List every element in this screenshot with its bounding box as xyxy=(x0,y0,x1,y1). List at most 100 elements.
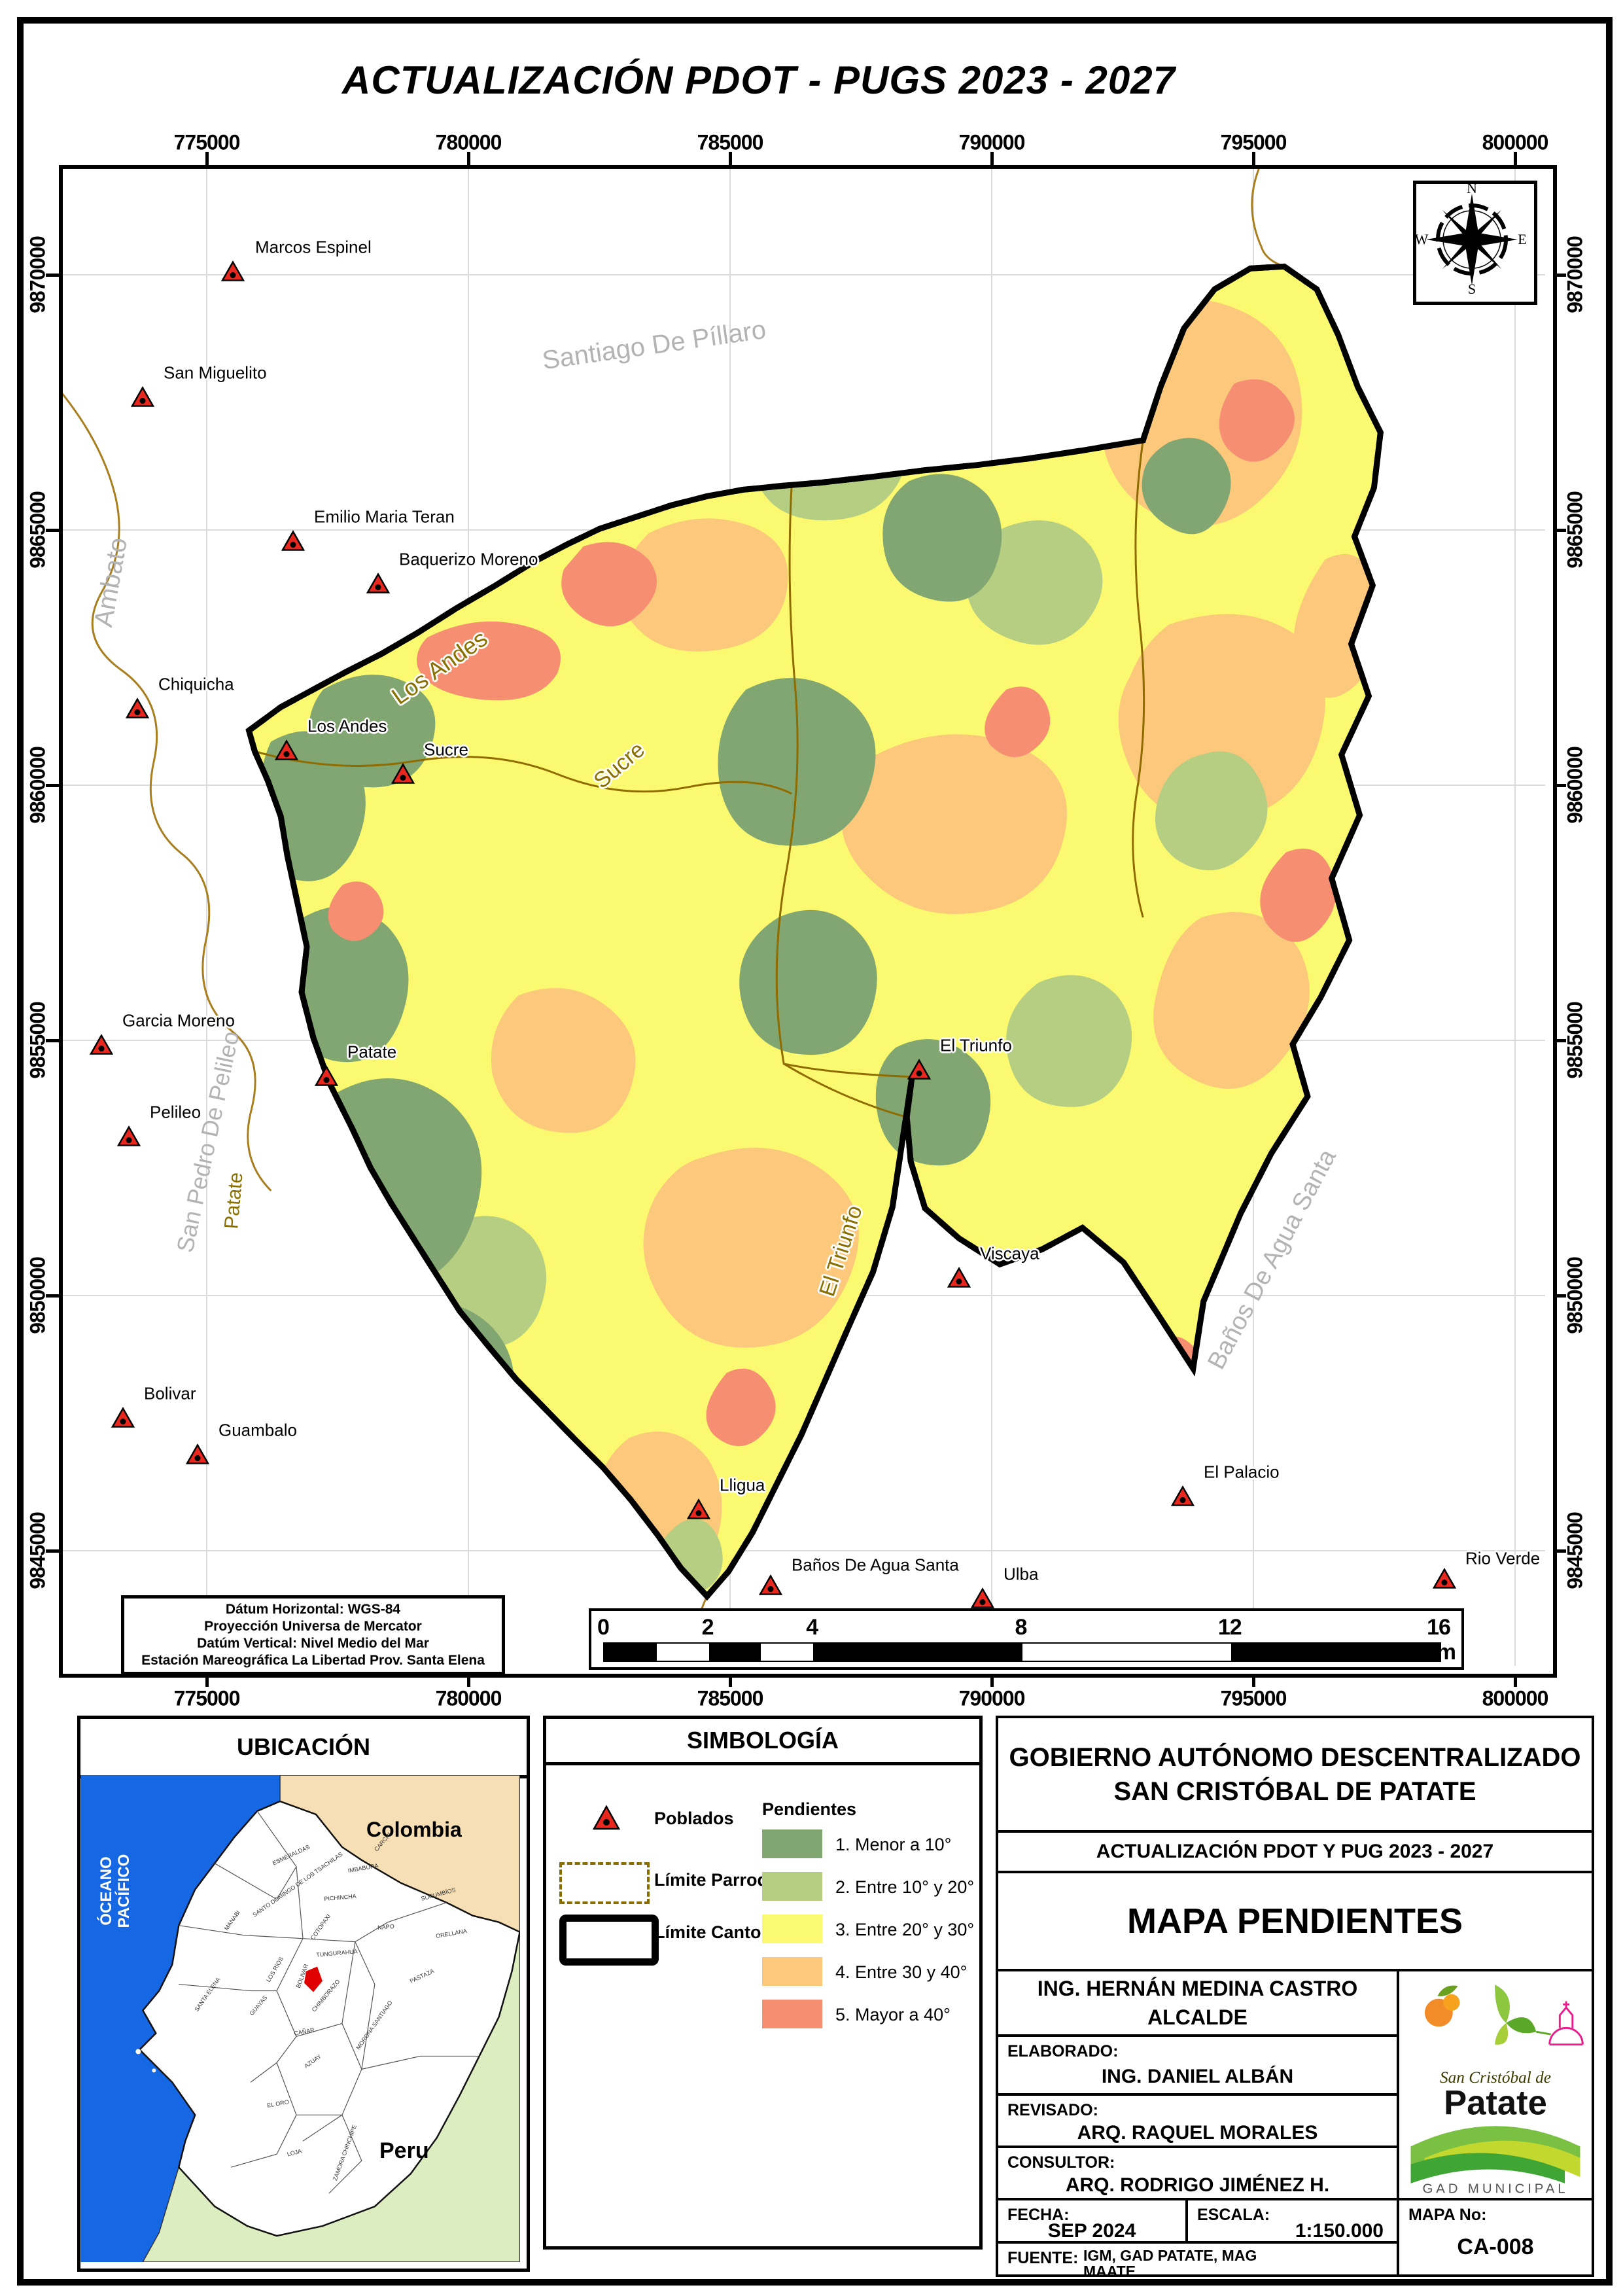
y-axis-label: 9845000 xyxy=(1563,1512,1587,1589)
poblado-label: Patate xyxy=(347,1042,397,1062)
poblado-marker-icon xyxy=(274,739,299,764)
poblado-marker-icon xyxy=(89,1034,114,1059)
titleblock-map-title: MAPA PENDIENTES xyxy=(996,1871,1594,1971)
grid-line-horizontal xyxy=(63,274,1545,275)
titleblock-consultor: CONSULTOR: ARQ. RODRIGO JIMÉNEZ H. xyxy=(996,2146,1399,2200)
logo-script-text: San Cristóbal de xyxy=(1440,2068,1551,2087)
titleblock-mayor: ING. HERNÁN MEDINA CASTRO ALCALDE xyxy=(996,1969,1399,2037)
titleblock-revisado: REVISADO: ARQ. RAQUEL MORALES xyxy=(996,2093,1399,2148)
scale-bar-segment xyxy=(656,1644,709,1661)
logo-church-icon xyxy=(1548,2001,1584,2046)
y-axis-label: 9845000 xyxy=(26,1512,50,1589)
x-axis-label: 790000 xyxy=(958,1686,1026,1710)
scale-bar-segment xyxy=(708,1644,761,1661)
scale-tick-label: 0 xyxy=(597,1615,610,1640)
scale-tick-label: 4 xyxy=(806,1615,818,1640)
x-axis-label: 775000 xyxy=(173,130,241,154)
y-axis-label: 9860000 xyxy=(26,747,50,824)
ocean-label: ÓCEANO PACÍFICO xyxy=(97,1854,133,1928)
poblado-label: Los Andes xyxy=(307,716,387,736)
poblado-marker-icon xyxy=(130,386,155,411)
poblados-icon xyxy=(592,1805,621,1834)
scale-tick-label: 12 xyxy=(1217,1615,1242,1640)
poblado-marker-icon xyxy=(970,1587,995,1612)
scale-bar: km 0 2 4 8 12 16 xyxy=(589,1608,1464,1670)
pendientes-class-swatch xyxy=(762,1829,822,1858)
poblado-label: Garcia Moreno xyxy=(122,1010,235,1031)
poblado-label: Marcos Espinel xyxy=(255,237,372,257)
axis-tick xyxy=(990,152,994,165)
poblado-marker-icon xyxy=(907,1059,932,1084)
poblado-label: Rio Verde xyxy=(1465,1548,1541,1568)
neighbor-boundary-line xyxy=(63,393,272,1192)
logo-hummingbird-icon xyxy=(1495,1985,1551,2045)
axis-tick xyxy=(46,1549,59,1553)
x-axis-label: 795000 xyxy=(1220,1686,1287,1710)
axis-tick xyxy=(1553,274,1566,277)
poblados-label: Poblados xyxy=(654,1809,734,1828)
x-axis-label: 780000 xyxy=(435,1686,502,1710)
axis-tick xyxy=(1514,1674,1517,1687)
axis-tick xyxy=(1553,1294,1566,1298)
x-axis-label: 775000 xyxy=(173,1686,241,1710)
scale-bar-segment xyxy=(604,1644,657,1661)
grid-line-vertical xyxy=(1514,169,1516,1666)
inset-patate-highlight xyxy=(304,1966,323,1992)
inset-peru-label: Peru xyxy=(379,2138,429,2163)
poblado-marker-icon xyxy=(125,698,150,722)
axis-tick xyxy=(205,1674,209,1687)
scale-bar-segment xyxy=(761,1644,814,1661)
logo-name-text: Patate xyxy=(1444,2084,1547,2123)
axis-tick xyxy=(729,152,732,165)
pendientes-class-label: 3. Entre 20° y 30° xyxy=(835,1920,975,1939)
axis-tick xyxy=(1553,529,1566,532)
poblado-label: Bolivar xyxy=(144,1383,196,1404)
logo-gad-text: GAD MUNICIPAL xyxy=(1422,2181,1568,2196)
axis-tick xyxy=(990,1674,994,1687)
pendientes-class-label: 4. Entre 30 y 40° xyxy=(835,1962,968,1982)
poblado-label: San Miguelito xyxy=(164,362,267,383)
axis-tick xyxy=(205,152,209,165)
ecuador-inset-map xyxy=(80,1775,520,2262)
x-axis-label: 785000 xyxy=(697,1686,764,1710)
x-axis-label: 800000 xyxy=(1482,130,1549,154)
poblado-marker-icon xyxy=(1170,1485,1195,1510)
scale-bar-segment xyxy=(1230,1644,1440,1661)
scale-tick-label: 16 xyxy=(1427,1615,1451,1640)
scale-bar-segment xyxy=(813,1644,1022,1661)
axis-tick xyxy=(1514,152,1517,165)
titleblock-elaborado: ELABORADO: ING. DANIEL ALBÁN xyxy=(996,2034,1399,2096)
poblado-marker-icon xyxy=(391,763,415,788)
datum-line: Dátum Horizontal: WGS-84 xyxy=(225,1602,401,1617)
titleblock-mapa-no: MAPA No: CA-008 xyxy=(1397,2198,1594,2277)
titleblock-fuente: FUENTE: IGM, GAD PATATE, MAG MAATE xyxy=(996,2241,1399,2279)
poblado-marker-icon xyxy=(686,1498,711,1523)
pendientes-class-label: 5. Mayor a 40° xyxy=(835,2005,951,2024)
x-axis-label: 785000 xyxy=(697,130,764,154)
axis-tick xyxy=(46,274,59,277)
poblado-label: Sucre xyxy=(424,739,468,760)
datum-line: Estación Mareográfica La Libertad Prov. … xyxy=(141,1653,485,1668)
titleblock-org: GOBIERNO AUTÓNOMO DESCENTRALIZADO SAN CR… xyxy=(996,1716,1594,1833)
poblado-label: El Palacio xyxy=(1204,1462,1280,1482)
poblado-marker-icon xyxy=(947,1267,971,1292)
logo-fields-icon xyxy=(1410,2126,1580,2183)
poblado-label: Baños De Agua Santa xyxy=(792,1555,959,1575)
poblado-marker-icon xyxy=(116,1125,141,1150)
y-axis-label: 9870000 xyxy=(26,236,50,313)
poblado-label: Baquerizo Moreno xyxy=(399,549,538,569)
cantonal-boundary xyxy=(245,263,1384,1601)
axis-tick xyxy=(729,1674,732,1687)
scale-bar-segments xyxy=(603,1642,1441,1662)
y-axis-label: 9855000 xyxy=(1563,1002,1587,1079)
compass-w: W xyxy=(1416,231,1429,247)
pendientes-class-swatch xyxy=(762,1915,822,1943)
poblado-marker-icon xyxy=(111,1407,135,1432)
pendientes-class-label: 2. Entre 10° y 20° xyxy=(835,1877,975,1897)
compass-rose: N S W E xyxy=(1413,180,1537,305)
compass-star xyxy=(1426,194,1518,285)
poblado-label: Ulba xyxy=(1003,1564,1039,1584)
titleblock-fecha: FECHA: SEP 2024 xyxy=(996,2198,1188,2244)
compass-e: E xyxy=(1518,231,1526,247)
